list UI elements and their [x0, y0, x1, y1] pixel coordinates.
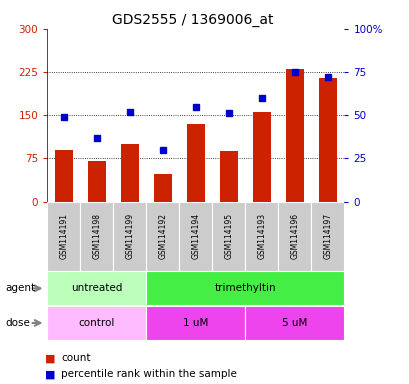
Bar — [146, 306, 245, 340]
Text: control: control — [78, 318, 115, 328]
Text: untreated: untreated — [71, 283, 122, 293]
Bar — [47, 271, 146, 305]
Text: GSM114195: GSM114195 — [224, 213, 233, 259]
Text: trimethyltin: trimethyltin — [214, 283, 275, 293]
Bar — [113, 202, 146, 271]
Text: GSM114197: GSM114197 — [323, 213, 332, 259]
Text: GSM114198: GSM114198 — [92, 213, 101, 259]
Text: GSM114193: GSM114193 — [257, 213, 266, 259]
Bar — [47, 306, 146, 340]
Bar — [54, 150, 72, 202]
Bar — [252, 112, 270, 202]
Text: GSM114199: GSM114199 — [125, 213, 134, 259]
Bar — [120, 144, 139, 202]
Bar — [88, 161, 106, 202]
Text: ■: ■ — [45, 369, 56, 379]
Bar — [285, 69, 303, 202]
Text: GSM114191: GSM114191 — [59, 213, 68, 259]
Text: ■: ■ — [45, 353, 56, 363]
Text: count: count — [61, 353, 91, 363]
Text: agent: agent — [5, 283, 35, 293]
Text: GSM114194: GSM114194 — [191, 213, 200, 259]
Bar — [80, 202, 113, 271]
Bar — [318, 78, 336, 202]
Bar — [278, 202, 310, 271]
Bar — [146, 202, 179, 271]
Text: 1 uM: 1 uM — [183, 318, 208, 328]
Text: 5 uM: 5 uM — [281, 318, 307, 328]
Bar — [47, 202, 80, 271]
Bar — [146, 271, 344, 305]
Bar — [310, 202, 344, 271]
Bar — [219, 151, 237, 202]
Text: dose: dose — [5, 318, 30, 328]
Bar — [179, 202, 212, 271]
Bar — [245, 202, 278, 271]
Text: percentile rank within the sample: percentile rank within the sample — [61, 369, 237, 379]
Text: GSM114192: GSM114192 — [158, 213, 167, 259]
Bar — [186, 124, 204, 202]
Text: GSM114196: GSM114196 — [290, 213, 299, 259]
Bar — [245, 306, 344, 340]
Bar — [153, 174, 171, 202]
Text: GDS2555 / 1369006_at: GDS2555 / 1369006_at — [112, 13, 273, 27]
Bar — [212, 202, 245, 271]
